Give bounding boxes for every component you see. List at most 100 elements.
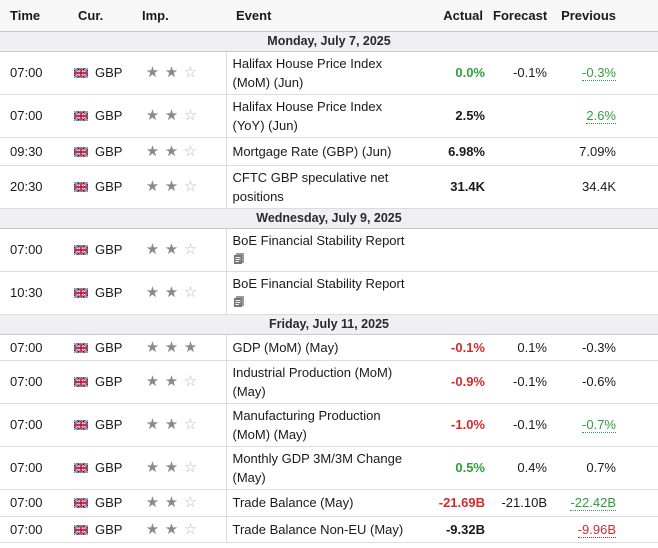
importance-star-empty-icon: ☆ — [183, 459, 198, 476]
currency-cell: GBP — [68, 360, 132, 404]
event-row[interactable]: 07:00 GBP ★ ★ ☆ Halifax House Price Index … — [0, 51, 658, 95]
importance-star-empty-icon: ☆ — [183, 142, 198, 160]
event-row[interactable]: 20:30 GBP ★ ★ ☆ CFTC GBP speculative net p… — [0, 165, 658, 209]
event-name-cell[interactable]: CFTC GBP speculative net positions — [225, 165, 418, 209]
uk-flag-icon — [74, 377, 88, 387]
currency-code: GBP — [95, 65, 123, 80]
currency-cell: GBP — [68, 403, 132, 447]
importance-stars: ★ ★ ☆ — [132, 228, 226, 272]
event-time: 07:00 — [0, 334, 68, 361]
previous-value: -9.96B — [577, 521, 616, 538]
event-name[interactable]: CFTC GBP speculative net positions — [232, 169, 389, 204]
forecast-value: 0.4% — [493, 446, 559, 490]
col-header-importance[interactable]: Imp. — [132, 0, 226, 32]
forecast-value — [493, 228, 559, 272]
event-row[interactable]: 10:30 GBP ★ ★ ☆ BoE Financial Stability Re… — [0, 271, 658, 315]
event-name-cell[interactable]: Trade Balance (May) — [225, 489, 418, 517]
col-header-forecast[interactable]: Forecast — [493, 0, 559, 32]
importance-stars: ★ ★ ☆ — [132, 360, 226, 404]
event-name[interactable]: Manufacturing Production (MoM) (May) — [232, 407, 381, 442]
importance-star-filled-icon: ★ — [164, 178, 179, 195]
event-name[interactable]: Trade Balance Non-EU (May) — [232, 521, 404, 537]
actual-value — [418, 271, 493, 315]
event-time: 09:30 — [0, 137, 68, 166]
col-header-previous[interactable]: Previous — [559, 0, 658, 32]
day-row: Monday, July 7, 2025 — [0, 30, 658, 52]
previous-value-cell: -22.42B — [559, 489, 658, 517]
actual-value: 2.5% — [418, 94, 493, 138]
importance-stars: ★ ★ ★ — [132, 334, 226, 361]
day-row: Friday, July 11, 2025 — [0, 313, 658, 335]
event-name[interactable]: GDP (MoM) (May) — [232, 339, 339, 355]
currency-code: GBP — [95, 179, 123, 194]
currency-code: GBP — [95, 495, 123, 510]
report-icon[interactable] — [233, 295, 245, 307]
event-row[interactable]: 07:00 GBP ★ ★ ☆ Manufacturing Production (… — [0, 403, 658, 447]
event-name-cell[interactable]: BoE Financial Stability Report — [225, 228, 418, 272]
event-row[interactable]: 09:30 GBP ★ ★ ☆ Mortgage Rate (GBP) (Jun) … — [0, 137, 658, 166]
event-name-cell[interactable]: Manufacturing Production (MoM) (May) — [225, 403, 418, 447]
event-name[interactable]: Monthly GDP 3M/3M Change (May) — [232, 450, 403, 485]
event-name[interactable]: Mortgage Rate (GBP) (Jun) — [232, 143, 392, 159]
importance-stars: ★ ★ ☆ — [132, 489, 226, 517]
importance-star-filled-icon: ★ — [164, 520, 179, 538]
importance-star-filled-icon: ★ — [145, 284, 160, 301]
previous-value-cell: 7.09% — [559, 137, 658, 166]
report-icon[interactable] — [233, 252, 245, 264]
uk-flag-icon — [74, 245, 88, 255]
currency-cell: GBP — [68, 137, 132, 166]
uk-flag-icon — [74, 111, 88, 121]
importance-star-filled-icon: ★ — [145, 338, 160, 356]
event-row[interactable]: 07:00 GBP ★ ★ ☆ Halifax House Price Index … — [0, 94, 658, 138]
actual-value: 0.5% — [418, 446, 493, 490]
previous-value-cell: 34.4K — [559, 165, 658, 209]
event-name[interactable]: BoE Financial Stability Report — [232, 275, 405, 291]
event-name-cell[interactable]: Halifax House Price Index (YoY) (Jun) — [225, 94, 418, 138]
event-row[interactable]: 07:00 GBP ★ ★ ☆ Industrial Production (MoM… — [0, 360, 658, 404]
col-header-event[interactable]: Event — [226, 0, 418, 32]
importance-star-filled-icon: ★ — [164, 338, 179, 356]
event-row[interactable]: 07:00 GBP ★ ★ ☆ BoE Financial Stability Re… — [0, 228, 658, 272]
currency-code: GBP — [95, 242, 123, 257]
event-row[interactable]: 07:00 GBP ★ ★ ☆ Monthly GDP 3M/3M Change (… — [0, 446, 658, 490]
event-row[interactable]: 07:00 GBP ★ ★ ☆ Trade Balance Non-EU (May)… — [0, 516, 658, 543]
event-name[interactable]: Halifax House Price Index (YoY) (Jun) — [232, 98, 383, 133]
importance-star-empty-icon: ☆ — [183, 241, 198, 258]
event-name[interactable]: BoE Financial Stability Report — [232, 232, 405, 248]
currency-code: GBP — [95, 521, 123, 537]
currency-code: GBP — [95, 460, 123, 475]
event-name-cell[interactable]: Mortgage Rate (GBP) (Jun) — [225, 137, 418, 166]
col-header-time[interactable]: Time — [0, 0, 68, 32]
event-name[interactable]: Halifax House Price Index (MoM) (Jun) — [232, 55, 383, 90]
importance-star-filled-icon: ★ — [164, 142, 179, 160]
importance-stars: ★ ★ ☆ — [132, 271, 226, 315]
event-name-cell[interactable]: Monthly GDP 3M/3M Change (May) — [225, 446, 418, 490]
currency-cell: GBP — [68, 165, 132, 209]
event-row[interactable]: 07:00 GBP ★ ★ ★ GDP (MoM) (May) -0.1% 0.1%… — [0, 334, 658, 361]
event-name[interactable]: Trade Balance (May) — [232, 495, 354, 510]
currency-cell: GBP — [68, 271, 132, 315]
importance-star-filled-icon: ★ — [145, 494, 160, 511]
event-name[interactable]: Industrial Production (MoM) (May) — [232, 364, 393, 399]
event-time: 07:00 — [0, 51, 68, 95]
actual-value: 31.4K — [418, 165, 493, 209]
event-time: 07:00 — [0, 94, 68, 138]
actual-value: -9.32B — [418, 516, 493, 543]
event-name-cell[interactable]: Industrial Production (MoM) (May) — [225, 360, 418, 404]
importance-star-filled-icon: ★ — [145, 459, 160, 476]
event-name-cell[interactable]: Halifax House Price Index (MoM) (Jun) — [225, 51, 418, 95]
importance-star-filled-icon: ★ — [164, 416, 179, 433]
event-row[interactable]: 07:00 GBP ★ ★ ☆ Trade Balance (May) -21.69… — [0, 489, 658, 517]
day-label: Friday, July 11, 2025 — [0, 313, 658, 335]
event-name-cell[interactable]: Trade Balance Non-EU (May) — [225, 516, 418, 543]
col-header-actual[interactable]: Actual — [418, 0, 493, 32]
previous-value-cell — [559, 228, 658, 272]
event-name-cell[interactable]: GDP (MoM) (May) — [225, 334, 418, 361]
importance-star-filled-icon: ★ — [164, 459, 179, 476]
day-label: Wednesday, July 9, 2025 — [0, 207, 658, 229]
col-header-currency[interactable]: Cur. — [68, 0, 132, 32]
event-name-cell[interactable]: BoE Financial Stability Report — [225, 271, 418, 315]
previous-value-cell: -9.96B — [559, 516, 658, 543]
previous-value: -0.7% — [582, 417, 616, 433]
